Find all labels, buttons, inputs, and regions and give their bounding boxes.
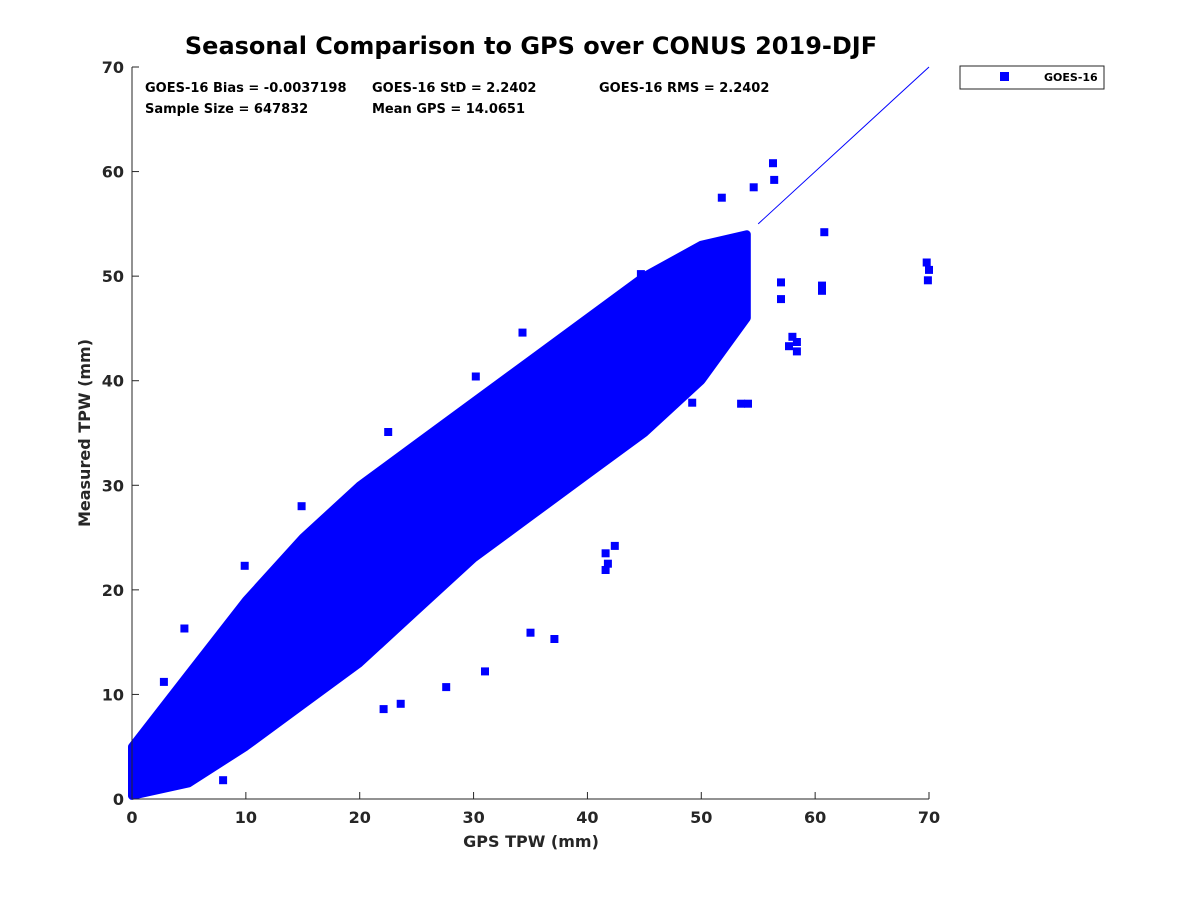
x-ticks: 0 10 20 30 40 50 60 70 — [126, 792, 940, 827]
y-tick-label: 0 — [113, 790, 124, 809]
data-point — [777, 278, 785, 287]
data-point — [788, 332, 797, 341]
data-point — [769, 159, 777, 168]
y-tick-label: 30 — [102, 476, 124, 495]
data-point — [737, 399, 746, 408]
one-to-one-line-layer — [757, 66, 930, 225]
y-tick-label: 60 — [102, 163, 124, 182]
data-point — [770, 175, 779, 184]
data-point — [820, 228, 829, 237]
data-point — [777, 295, 785, 304]
y-axis-label: Measured TPW (mm) — [75, 339, 94, 527]
legend-label: GOES-16 — [1044, 71, 1098, 84]
data-point — [792, 338, 801, 346]
stat-mean-gps: Mean GPS = 14.0651 — [372, 102, 525, 117]
one-to-one-line — [757, 66, 930, 225]
data-point — [396, 699, 405, 708]
data-point — [818, 281, 826, 290]
data-point — [744, 399, 752, 408]
data-point — [526, 628, 535, 637]
data-point — [610, 541, 619, 550]
density-band — [128, 230, 751, 800]
stat-bias: GOES-16 Bias = -0.0037198 — [145, 81, 347, 96]
stat-rms: GOES-16 RMS = 2.2402 — [599, 81, 769, 96]
data-point — [240, 561, 249, 570]
data-point — [636, 270, 645, 279]
x-axis-label: GPS TPW (mm) — [463, 832, 599, 851]
data-point — [601, 549, 610, 558]
y-tick-label: 10 — [102, 685, 124, 704]
data-point — [219, 776, 228, 785]
y-tick-label: 70 — [102, 58, 124, 77]
x-tick-label: 30 — [462, 808, 484, 827]
stat-std: GOES-16 StD = 2.2402 — [372, 81, 536, 96]
data-point — [749, 183, 758, 192]
data-point — [297, 502, 306, 511]
x-tick-label: 60 — [804, 808, 826, 827]
legend: GOES-16 — [959, 65, 1105, 90]
data-point — [481, 667, 489, 676]
x-tick-label: 10 — [235, 808, 257, 827]
data-point — [688, 398, 697, 407]
data-point — [792, 347, 801, 356]
data-point — [785, 342, 793, 351]
x-tick-label: 50 — [690, 808, 712, 827]
legend-box — [959, 65, 1105, 90]
x-tick-label: 40 — [576, 808, 598, 827]
stat-sample-size: Sample Size = 647832 — [145, 102, 308, 117]
data-point — [159, 677, 168, 686]
y-tick-label: 40 — [102, 372, 124, 391]
data-point — [518, 328, 527, 337]
data-point — [180, 624, 189, 633]
data-point — [601, 566, 610, 574]
data-point — [550, 635, 559, 643]
y-ticks: 0 10 20 30 40 50 60 70 — [102, 58, 139, 809]
y-tick-label: 50 — [102, 267, 124, 286]
y-tick-label: 20 — [102, 581, 124, 600]
data-point — [925, 265, 933, 274]
chart-title: Seasonal Comparison to GPS over CONUS 20… — [185, 32, 877, 60]
x-tick-label: 70 — [918, 808, 940, 827]
data-point — [384, 428, 393, 436]
data-point — [603, 559, 612, 568]
x-tick-label: 20 — [349, 808, 371, 827]
x-tick-label: 0 — [126, 808, 137, 827]
data-point — [471, 372, 480, 381]
data-point — [379, 705, 388, 714]
data-point — [922, 258, 931, 267]
data-point — [818, 286, 826, 295]
data-point — [717, 193, 726, 202]
density-band-layer — [128, 230, 751, 800]
outlier-points-layer — [159, 159, 933, 785]
data-point — [923, 276, 932, 285]
data-point — [442, 683, 451, 692]
legend-marker-square — [1000, 72, 1009, 81]
